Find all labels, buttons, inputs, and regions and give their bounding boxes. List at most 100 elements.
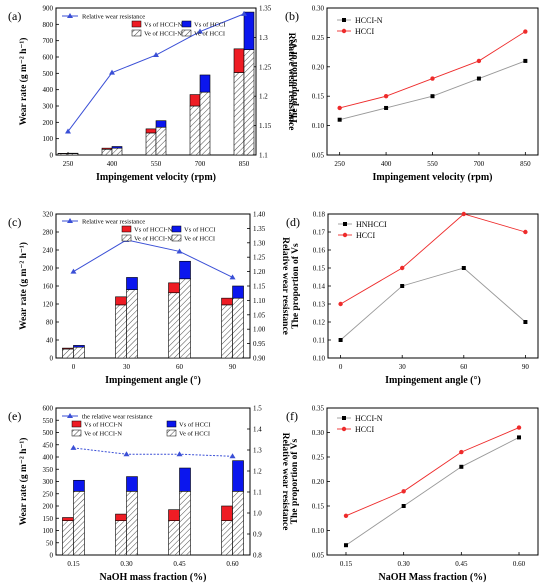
series-point-square: [476, 76, 481, 81]
legend-swatch-vs_n: [121, 225, 132, 233]
x-axis-label: Impingement velocity (rpm): [96, 172, 216, 183]
y-tick-label: 0.17: [313, 229, 326, 237]
ve-hcci-n-bar: [221, 520, 233, 556]
relative-wear-point: [153, 52, 159, 58]
y-tick-label: 0: [50, 552, 54, 560]
y2-tick-label: 0.95: [253, 340, 266, 348]
vs-hcci-bar: [243, 11, 255, 50]
y-tick-label: 0.30: [312, 429, 325, 437]
vs-hcci-bar: [126, 476, 138, 492]
y2-tick-label: 1.25: [259, 63, 272, 71]
y-tick-label: 0.13: [313, 301, 326, 309]
relative-wear-point: [65, 128, 71, 134]
ve-hcci-bar: [111, 147, 123, 156]
y-tick-label: 600: [43, 405, 54, 413]
ve-hcci-n-bar: [221, 304, 233, 359]
y-tick-label: 80: [46, 319, 54, 327]
y-tick-label: 0.35: [312, 405, 325, 413]
legend-ve_h: Ve of HCCI: [179, 431, 210, 438]
x-tick-label: 60: [176, 363, 184, 371]
ve-hcci-bar: [73, 346, 85, 359]
y-tick-label: 500: [43, 70, 54, 78]
y-tick-label: 120: [43, 301, 54, 309]
legend-swatch-vs_h: [181, 20, 192, 28]
legend-ve_h: Ve of HCCI: [184, 236, 215, 243]
legend-relative-wear: Relative wear resistance: [82, 14, 145, 21]
y-tick-label: 300: [43, 103, 54, 111]
vs-hcci-n-bar: [62, 517, 74, 522]
y-tick-label: 800: [43, 21, 54, 29]
chart-f: (f) 0.05 0.10 0.15 0.20 0.25 0.30 0.35 The propo…: [286, 405, 539, 583]
vs-hcci-n-bar: [233, 48, 245, 73]
y-tick-label: 0.30: [312, 5, 325, 13]
legend-swatch-ve_h: [181, 29, 192, 37]
chart-a: (a) 0 100 200 300 400 500 600 700 800 900 Wear rate…: [8, 5, 296, 184]
y-tick-label: 0: [50, 152, 54, 160]
relative-wear-point: [176, 248, 183, 254]
relative-wear-line: [73, 239, 233, 278]
series-line-0: [340, 267, 526, 341]
x-tick-label: 550: [427, 160, 438, 168]
y2-axis-label: Relative wear resistance: [280, 433, 290, 531]
legend-ve_h: Ve of HCCI: [194, 31, 225, 38]
vs-hcci-n-bar: [101, 147, 113, 150]
y2-axis-label: Relative wear resistance: [280, 237, 290, 335]
series-point-square: [523, 58, 528, 63]
vs-hcci-bar: [155, 120, 167, 128]
legend-ve_n: Ve of HCCI-N: [134, 236, 172, 243]
vs-hcci-bar: [199, 74, 211, 93]
y2-tick-label: 1.0: [253, 510, 262, 518]
y-tick-label: 450: [43, 441, 54, 449]
y2-tick-label: 1.3: [253, 447, 262, 455]
series-point-circle: [459, 449, 464, 455]
ve-hcci-bar: [232, 297, 244, 359]
ve-hcci-bar: [73, 490, 85, 556]
y-tick-label: 300: [43, 478, 54, 486]
x-tick-label: 0: [72, 363, 76, 371]
ve-hcci-n-bar: [145, 132, 157, 156]
ve-hcci-bar: [243, 49, 255, 156]
y2-tick-label: 1.5: [253, 405, 262, 413]
relative-wear-point: [123, 451, 130, 457]
relative-wear-point: [241, 10, 247, 16]
vs-hcci-n-bar: [145, 128, 157, 134]
chart-d: (d) 0.10 0.11 0.12 0.13 0.14 0.15 0.16 0.17 0.18 T…: [286, 211, 539, 386]
y2-tick-label: 1.00: [253, 326, 266, 334]
legend-label-0: HCCI-N: [355, 16, 383, 25]
x-tick-label: 0.30: [120, 560, 133, 568]
panel-label: (a): [8, 9, 21, 23]
ve-hcci-n-bar: [233, 72, 245, 156]
relative-wear-point: [229, 453, 236, 459]
y2-tick-label: 1.4: [253, 426, 262, 434]
ve-hcci-n-bar: [168, 292, 180, 359]
y2-tick-label: 1.3: [259, 34, 268, 42]
vs-hcci-bar: [73, 345, 85, 348]
vs-hcci-bar: [111, 146, 123, 149]
y-tick-label: 0.11: [313, 337, 325, 345]
relative-wear-point: [70, 444, 77, 450]
series-point-circle: [523, 29, 528, 34]
y2-tick-label: 1.25: [253, 254, 266, 262]
legend-vs_h: Vs of HCCI: [179, 422, 210, 429]
relative-wear-line: [73, 447, 233, 457]
ve-hcci-bar: [179, 490, 191, 556]
legend-marker-circle: [341, 28, 347, 34]
y-tick-label: 0.18: [313, 211, 326, 219]
ve-hcci-n-bar: [168, 520, 180, 556]
y-tick-label: 0.20: [312, 63, 325, 71]
relative-wear-point: [229, 274, 236, 280]
legend-swatch-ve_h: [166, 429, 177, 437]
legend-label-0: HNHCCI: [356, 220, 387, 229]
y-tick-label: 350: [43, 466, 54, 474]
y-tick-label: 50: [46, 539, 54, 547]
x-tick-label: 250: [63, 160, 74, 168]
vs-hcci-bar: [73, 479, 85, 492]
y-tick-label: 0.05: [312, 152, 325, 160]
panel-label: (c): [8, 215, 21, 229]
legend-vs_n: Vs of HCCI-N: [144, 22, 183, 29]
y2-tick-label: 1.15: [253, 283, 266, 291]
y2-tick-label: 1.35: [253, 225, 266, 233]
y-tick-label: 160: [43, 283, 54, 291]
y-tick-label: 0.15: [312, 503, 325, 511]
